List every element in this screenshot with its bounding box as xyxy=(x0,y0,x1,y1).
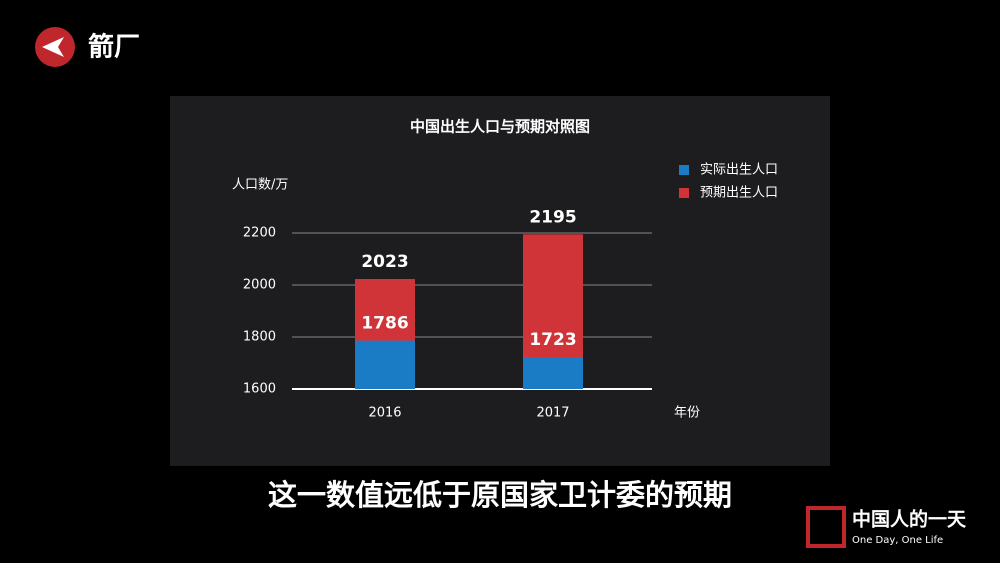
y-axis-label: 人口数/万 xyxy=(232,178,288,193)
chart-panel xyxy=(170,96,830,466)
data-label: 1723 xyxy=(529,330,576,350)
x-axis-label: 年份 xyxy=(674,406,700,421)
legend-label: 预期出生人口 xyxy=(700,186,778,201)
bar xyxy=(355,340,415,389)
bar xyxy=(523,357,583,389)
y-tick-label: 2200 xyxy=(243,226,276,241)
data-label: 1786 xyxy=(361,314,408,334)
legend-swatch xyxy=(679,165,689,175)
y-tick-label: 2000 xyxy=(243,278,276,293)
y-tick-label: 1600 xyxy=(243,382,276,397)
brand-name: 箭厂 xyxy=(88,32,140,63)
data-label: 2023 xyxy=(361,252,408,272)
x-tick-label: 2016 xyxy=(368,406,401,421)
watermark-subtitle: One Day, One Life xyxy=(852,535,943,546)
y-tick-label: 1800 xyxy=(243,330,276,345)
chart-title: 中国出生人口与预期对照图 xyxy=(410,118,590,136)
watermark-logo xyxy=(806,506,846,548)
caption: 这一数值远低于原国家卫计委的预期 xyxy=(268,478,732,512)
data-label: 2195 xyxy=(529,207,576,227)
x-tick-label: 2017 xyxy=(536,406,569,421)
legend-label: 实际出生人口 xyxy=(700,163,778,178)
brand-logo-arrow xyxy=(42,37,64,57)
watermark-title: 中国人的一天 xyxy=(852,508,967,531)
legend-swatch xyxy=(679,188,689,198)
